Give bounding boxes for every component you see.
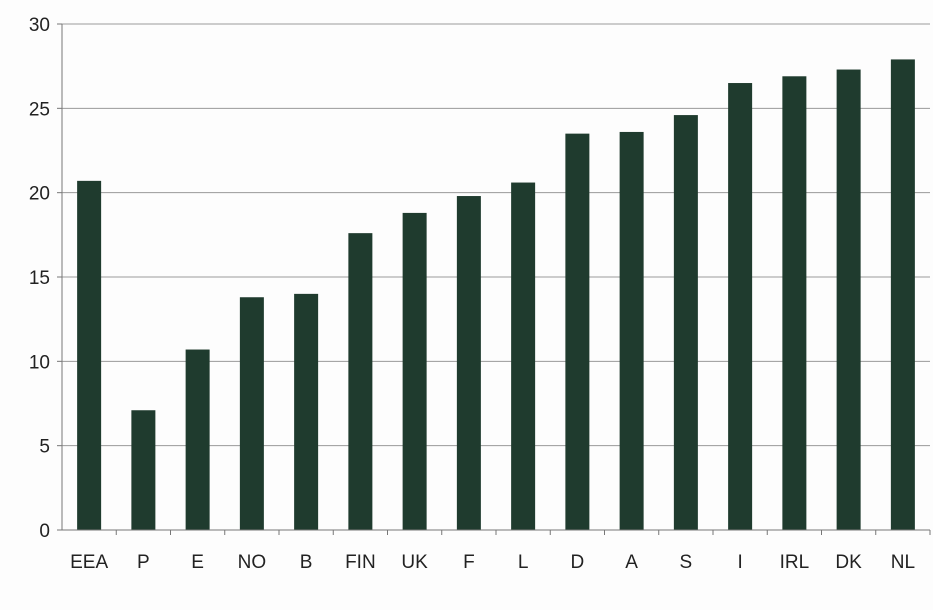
x-category-label: UK <box>401 552 428 573</box>
bar-no <box>239 297 264 530</box>
bar-d <box>565 133 590 530</box>
bars <box>77 59 915 531</box>
bar-s <box>673 115 698 530</box>
x-category-label: B <box>300 552 313 573</box>
y-tick-label: 20 <box>29 184 50 205</box>
bar-f <box>456 196 481 531</box>
x-category-label: FIN <box>345 552 376 573</box>
bar-b <box>294 293 319 530</box>
y-tick-label: 15 <box>29 268 50 289</box>
bar-a <box>619 131 644 531</box>
x-axis-labels: EEA P E NO B FIN UK F L D A S I IRL DK NL <box>70 530 931 573</box>
x-category-label: NO <box>238 552 267 573</box>
x-category-label: DK <box>835 552 862 573</box>
y-tick-label: 30 <box>29 15 50 36</box>
x-category-label: NL <box>891 552 915 573</box>
y-tick-label: 10 <box>29 352 50 373</box>
bar-fin <box>348 233 373 530</box>
x-category-label: E <box>191 552 204 573</box>
bar-dk <box>836 69 861 530</box>
bar-eea <box>77 180 102 531</box>
bar-nl <box>890 59 915 531</box>
x-category-label: IRL <box>780 552 810 573</box>
x-category-label: D <box>571 552 585 573</box>
bar-p <box>131 410 156 530</box>
y-tick-label: 0 <box>39 521 50 542</box>
bar-l <box>511 182 536 530</box>
x-category-label: F <box>463 552 475 573</box>
bar-irl <box>782 76 807 530</box>
bar-i <box>728 83 753 531</box>
bar-e <box>185 349 210 530</box>
bar-uk <box>402 212 427 530</box>
x-category-label: L <box>518 552 529 573</box>
y-tick-label: 25 <box>29 99 50 120</box>
x-category-label: S <box>680 552 693 573</box>
x-category-label: P <box>137 552 150 573</box>
x-category-label: A <box>625 552 638 573</box>
y-axis-ticks: 0 5 10 15 20 25 30 <box>29 15 62 542</box>
x-category-label: I <box>737 552 742 573</box>
x-category-label: EEA <box>70 552 108 573</box>
y-tick-label: 5 <box>39 437 50 458</box>
